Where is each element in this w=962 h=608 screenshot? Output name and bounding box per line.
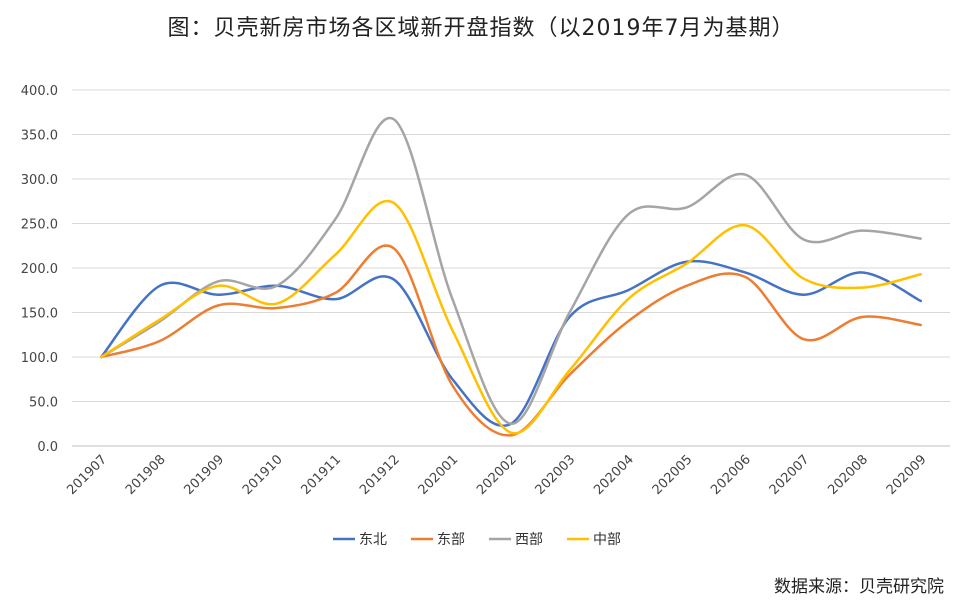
- x-tick-label: 202009: [884, 452, 930, 498]
- series-line-东部: [100, 244, 922, 437]
- legend-label: 中部: [593, 532, 621, 548]
- y-tick-label: 400.0: [21, 84, 58, 99]
- legend-label: 西部: [515, 532, 543, 548]
- x-tick-label: 202002: [474, 452, 520, 498]
- x-tick-label: 201911: [299, 452, 345, 498]
- x-tick-label: 202008: [825, 452, 871, 498]
- y-tick-label: 300.0: [21, 173, 58, 188]
- chart-title: 图：贝壳新房市场各区域新开盘指数（以2019年7月为基期）: [167, 16, 795, 41]
- x-tick-label: 202007: [767, 452, 813, 498]
- x-tick-label: 201910: [240, 452, 286, 498]
- y-tick-label: 250.0: [21, 218, 58, 233]
- series-lines: [100, 116, 922, 437]
- x-tick-label: 201907: [64, 452, 110, 498]
- legend-label: 东北: [359, 532, 387, 548]
- y-axis: 0.0 50.0 100.0 150.0 200.0 250.0 300.0 350.0 400…: [21, 84, 58, 455]
- y-tick-label: 100.0: [21, 351, 58, 366]
- x-tick-label: 201908: [123, 452, 169, 498]
- y-tick-label: 350.0: [21, 129, 58, 144]
- x-tick-label: 202003: [533, 452, 579, 498]
- x-tick-label: 201912: [357, 452, 403, 498]
- y-tick-label: 150.0: [21, 307, 58, 322]
- y-tick-label: 200.0: [21, 262, 58, 277]
- x-tick-label: 202001: [416, 452, 462, 498]
- y-tick-label: 0.0: [37, 440, 58, 455]
- x-tick-label: 201909: [181, 452, 227, 498]
- y-tick-label: 50.0: [29, 396, 58, 411]
- gridlines: [72, 89, 950, 447]
- x-tick-label: 202006: [708, 452, 754, 498]
- legend-label: 东部: [437, 532, 465, 548]
- x-axis: 201907 201908 201909 201910 201911 201912 2020…: [64, 452, 929, 498]
- source-note: 数据来源：贝壳研究院: [774, 577, 944, 597]
- x-tick-label: 202004: [591, 452, 637, 498]
- x-tick-label: 202005: [650, 452, 696, 498]
- series-line-西部: [100, 116, 922, 425]
- legend: 东北 东部 西部 中部: [333, 532, 621, 548]
- series-line-中部: [100, 199, 922, 435]
